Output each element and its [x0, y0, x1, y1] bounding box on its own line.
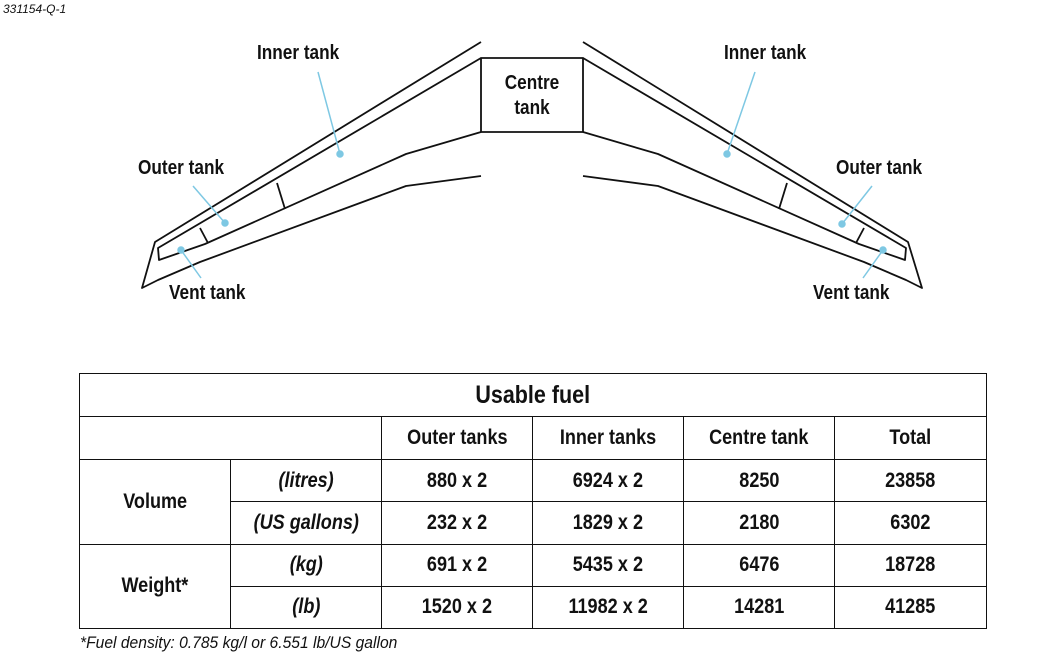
table-cell: 1829 x 2 [532, 501, 684, 545]
table-cell: 11982 x 2 [532, 585, 684, 630]
table-cell: 6476 [683, 543, 835, 587]
label-right-inner-tank: Inner tank [724, 42, 807, 64]
table-title: Usable fuel [78, 372, 988, 418]
label-left-vent-tank: Vent tank [169, 282, 246, 304]
unit-kg: (kg) [230, 543, 382, 587]
header-total: Total [833, 416, 988, 461]
leader-right-outer [841, 185, 873, 225]
table-cell: 6924 x 2 [532, 459, 684, 503]
table-cell: 880 x 2 [381, 459, 533, 503]
label-left-outer-tank: Outer tank [138, 157, 225, 179]
group-volume: Volume [79, 459, 231, 545]
table-header-row: Outer tanks Inner tanks Centre tank Tota… [79, 416, 988, 461]
table-cell: 691 x 2 [381, 543, 533, 587]
label-right-vent-tank: Vent tank [813, 282, 890, 304]
leader-right-vent [862, 249, 884, 279]
leader-dot-left-inner [336, 150, 344, 158]
leader-left-vent [180, 249, 202, 279]
label-left-inner-tank: Inner tank [257, 42, 340, 64]
figure-id: 331154-Q-1 [3, 2, 67, 16]
table-cell: 14281 [683, 585, 835, 630]
leader-right-inner [726, 71, 756, 155]
table-row: (lb) 1520 x 2 11982 x 2 14281 41285 [80, 585, 988, 630]
unit-lb: (lb) [230, 585, 382, 630]
centre-tank-outline [480, 57, 584, 133]
unit-us-gallons: (US gallons) [230, 501, 382, 545]
leader-dot-left-outer [221, 219, 229, 227]
table-cell: 41285 [833, 585, 988, 630]
header-centre-tank: Centre tank [683, 416, 835, 461]
header-inner-tanks: Inner tanks [532, 416, 684, 461]
label-centre-tank-line2: tank [514, 97, 550, 119]
group-weight: Weight* [79, 543, 231, 630]
header-empty-cell [79, 416, 382, 461]
leader-left-outer [192, 185, 226, 224]
leader-dot-right-outer [838, 220, 846, 228]
table-row: Volume (litres) 880 x 2 6924 x 2 8250 23… [79, 459, 988, 545]
table-cell: 6302 [833, 501, 988, 545]
table-cell: 2180 [683, 501, 835, 545]
wing-fuel-tank-diagram [141, 41, 923, 289]
leader-dot-right-vent [879, 246, 887, 254]
table-cell: 5435 x 2 [532, 543, 684, 587]
label-right-outer-tank: Outer tank [836, 157, 923, 179]
table-cell: 8250 [683, 459, 835, 503]
table-cell: 232 x 2 [381, 501, 533, 545]
usable-fuel-table: Usable fuel Outer tanks Inner tanks Cent… [78, 372, 988, 630]
leader-left-inner [317, 71, 341, 155]
header-outer-tanks: Outer tanks [381, 416, 533, 461]
unit-litres: (litres) [230, 459, 382, 503]
table-cell: 18728 [833, 543, 988, 587]
table-cell: 1520 x 2 [381, 585, 533, 630]
footnote: *Fuel density: 0.785 kg/l or 6.551 lb/US… [80, 633, 398, 652]
leader-dot-right-inner [723, 150, 731, 158]
table-row: Weight* (kg) 691 x 2 5435 x 2 6476 18728 [79, 543, 988, 630]
label-centre-tank-line1: Centre [504, 72, 560, 94]
leader-dot-left-vent [177, 246, 185, 254]
table-row: (US gallons) 232 x 2 1829 x 2 2180 6302 [80, 501, 988, 545]
table-cell: 23858 [833, 459, 988, 503]
